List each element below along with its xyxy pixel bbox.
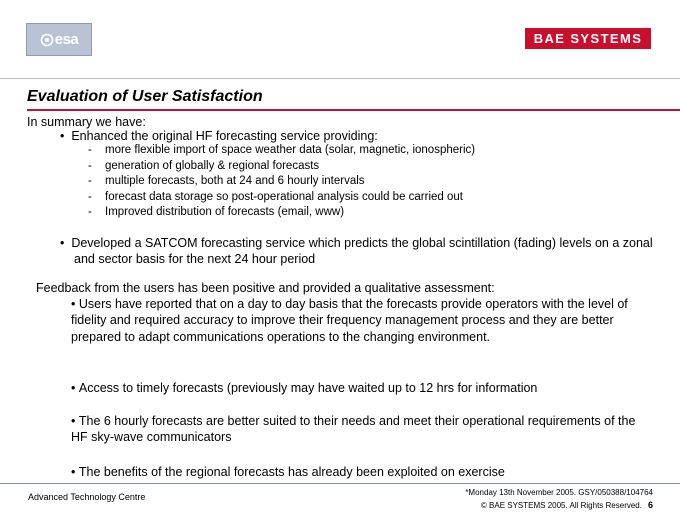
feedback-item: • Access to timely forecasts (previously… bbox=[71, 380, 641, 396]
bullet-icon: • bbox=[60, 129, 72, 143]
footer-copyright-text: © BAE SYSTEMS 2005. All Rights Reserved. bbox=[480, 501, 642, 510]
list-item: multiple forecasts, both at 24 and 6 hou… bbox=[88, 174, 475, 190]
footer-date-reference: *Monday 13th November 2005. GSY/050388/1… bbox=[465, 488, 653, 497]
footer-divider bbox=[0, 483, 680, 484]
bullet-icon: • bbox=[60, 236, 72, 250]
feedback-item-text: The benefits of the regional forecasts h… bbox=[78, 465, 505, 479]
bullet-icon: • bbox=[71, 414, 79, 428]
feedback-item-text: The 6 hourly forecasts are better suited… bbox=[71, 414, 636, 445]
footer-info: *Monday 13th November 2005. GSY/050388/1… bbox=[465, 487, 653, 512]
feedback-item: • Users have reported that on a day to d… bbox=[71, 296, 641, 345]
esa-logo-text: esa bbox=[54, 31, 79, 48]
feedback-item: • The 6 hourly forecasts are better suit… bbox=[71, 413, 641, 446]
list-item: generation of globally & regional foreca… bbox=[88, 159, 475, 175]
list-item: more flexible import of space weather da… bbox=[88, 143, 475, 159]
title-underline bbox=[27, 109, 680, 111]
page-number: 6 bbox=[647, 500, 653, 510]
footer-copyright: © BAE SYSTEMS 2005. All Rights Reserved.… bbox=[465, 499, 653, 512]
bae-logo-text: BAE SYSTEMS bbox=[533, 31, 643, 46]
feedback-intro: Feedback from the users has been positiv… bbox=[36, 281, 495, 295]
summary-bullet-1-text: Enhanced the original HF forecasting ser… bbox=[71, 129, 378, 143]
esa-logo: esa bbox=[26, 23, 92, 56]
footer-department: Advanced Technology Centre bbox=[28, 492, 146, 502]
bullet-icon: • bbox=[71, 297, 79, 311]
feedback-item-text: Users have reported that on a day to day… bbox=[71, 297, 628, 344]
page-title: Evaluation of User Satisfaction bbox=[27, 88, 263, 105]
summary-bullet-1: • Enhanced the original HF forecasting s… bbox=[60, 128, 378, 144]
summary-bullet-2: • Developed a SATCOM forecasting service… bbox=[60, 235, 654, 267]
sub-item-list: more flexible import of space weather da… bbox=[88, 143, 475, 221]
bullet-icon: • bbox=[71, 465, 79, 479]
feedback-item: • The benefits of the regional forecasts… bbox=[71, 464, 641, 480]
list-item: forecast data storage so post-operationa… bbox=[88, 190, 475, 206]
bullet-icon: • bbox=[71, 381, 79, 395]
feedback-item-text: Access to timely forecasts (previously m… bbox=[78, 381, 538, 395]
header-divider bbox=[0, 78, 680, 79]
list-item: Improved distribution of forecasts (emai… bbox=[88, 205, 475, 221]
esa-emblem-icon bbox=[40, 33, 54, 46]
summary-intro: In summary we have: bbox=[27, 115, 146, 129]
summary-bullet-2-text: Developed a SATCOM forecasting service w… bbox=[71, 236, 653, 266]
bae-systems-logo: BAE SYSTEMS bbox=[525, 28, 651, 49]
